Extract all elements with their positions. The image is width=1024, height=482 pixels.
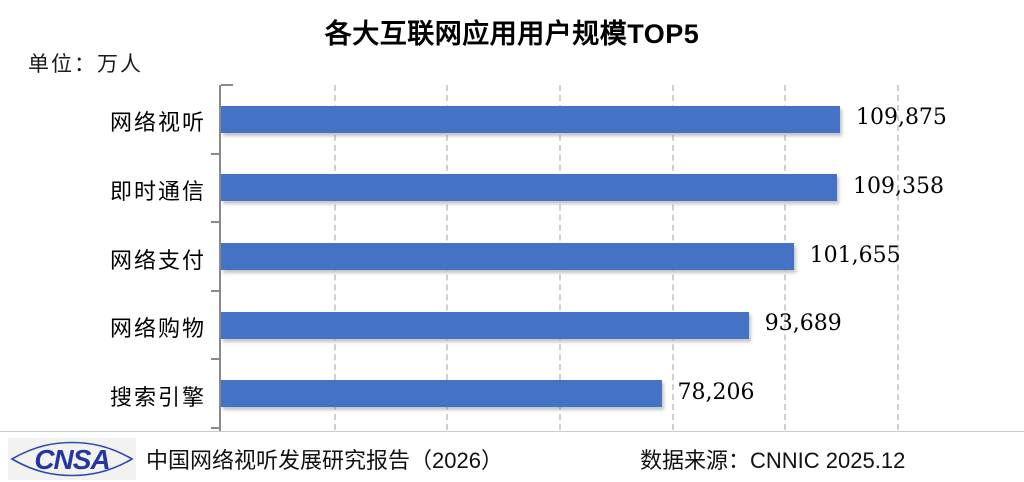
- chart-bar-1: [221, 174, 838, 202]
- footer-divider-line: [0, 431, 1024, 435]
- axis-tick: [211, 152, 219, 155]
- value-label-2: 101,655: [809, 242, 901, 268]
- category-label-3: 网络购物: [109, 317, 206, 343]
- cnsa-logo-icon: CNSA: [10, 441, 134, 477]
- svg-text:CNSA: CNSA: [34, 444, 109, 475]
- category-axis-line: [219, 85, 221, 432]
- value-label-4: 78,206: [677, 379, 755, 405]
- category-label-0: 网络视听: [109, 111, 206, 137]
- category-label-2: 网络支付: [109, 248, 206, 274]
- chart-bar-3: [221, 311, 749, 339]
- axis-tick: [211, 427, 219, 429]
- footer: CNSA 中国网络视听发展研究报告（2026） 数据来源：CNNIC 2025.…: [0, 434, 1024, 482]
- value-label-0: 109,875: [855, 105, 947, 131]
- category-label-1: 即时通信: [109, 179, 206, 205]
- axis-tick: [221, 84, 233, 86]
- chart-title: 各大互联网应用用户规模TOP5: [324, 19, 700, 49]
- chart-bar-0: [221, 105, 840, 133]
- axis-tick: [211, 289, 219, 292]
- axis-tick: [211, 221, 219, 224]
- gridline-120000: [897, 85, 899, 430]
- footer-data-source: 数据来源：CNNIC 2025.12: [640, 448, 906, 473]
- cnsa-logo: CNSA: [8, 438, 136, 480]
- category-label-4: 搜索引擎: [109, 385, 206, 411]
- value-label-3: 93,689: [764, 311, 842, 337]
- footer-report-title: 中国网络视听发展研究报告（2026）: [146, 448, 503, 473]
- axis-tick: [211, 358, 219, 361]
- unit-label: 单位：万人: [28, 52, 143, 76]
- value-label-1: 109,358: [853, 173, 945, 199]
- chart-bar-2: [221, 243, 794, 270]
- chart-bar-4: [221, 380, 662, 408]
